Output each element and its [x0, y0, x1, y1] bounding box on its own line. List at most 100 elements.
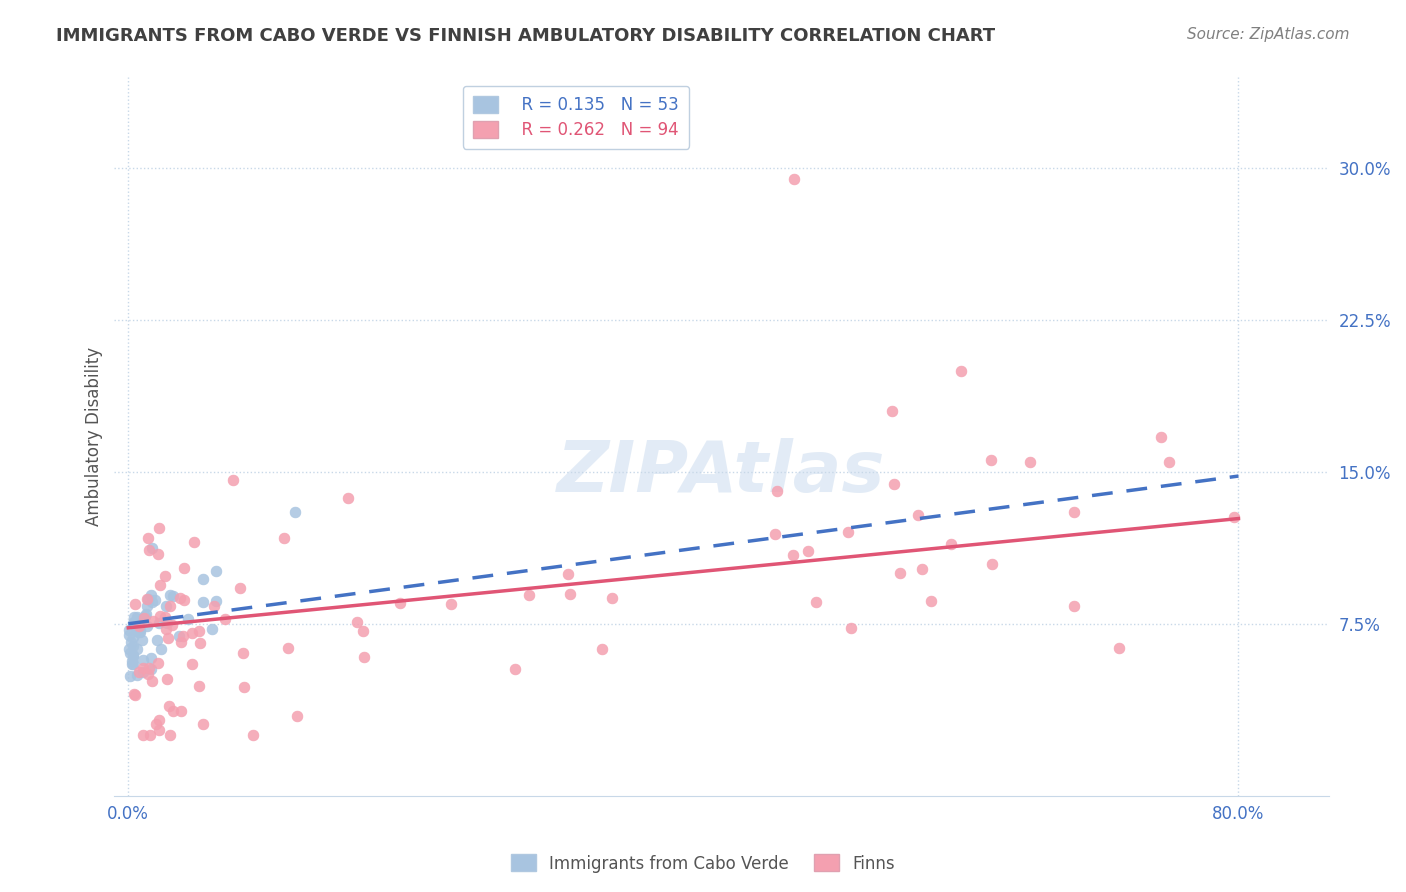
Point	[352, 624, 374, 639]
Point	[120, 635, 142, 649]
Text: IMMIGRANTS FROM CABO VERDE VS FINNISH AMBULATORY DISABILITY CORRELATION CHART: IMMIGRANTS FROM CABO VERDE VS FINNISH AM…	[56, 27, 995, 45]
Point	[124, 597, 146, 611]
Point	[118, 623, 141, 637]
Point	[136, 666, 159, 681]
Point	[122, 610, 145, 624]
Point	[121, 648, 143, 662]
Point	[277, 641, 299, 656]
Text: Source: ZipAtlas.com: Source: ZipAtlas.com	[1187, 27, 1350, 42]
Point	[156, 672, 179, 686]
Point	[183, 534, 205, 549]
Point	[141, 651, 163, 665]
Point	[592, 642, 614, 657]
Point	[122, 639, 145, 653]
Point	[118, 669, 141, 683]
Point	[122, 649, 145, 664]
Point	[118, 646, 141, 660]
Point	[910, 562, 932, 576]
Point	[141, 541, 163, 556]
Point	[141, 673, 163, 688]
Point	[1063, 505, 1085, 519]
Point	[131, 660, 153, 674]
Point	[139, 588, 162, 602]
Point	[127, 609, 149, 624]
Point	[214, 612, 236, 626]
Legend: Immigrants from Cabo Verde, Finns: Immigrants from Cabo Verde, Finns	[505, 847, 901, 880]
Point	[131, 633, 153, 648]
Point	[889, 566, 911, 580]
Point	[159, 599, 181, 614]
Point	[138, 531, 160, 545]
Point	[440, 597, 463, 611]
Point	[122, 657, 145, 671]
Point	[125, 642, 148, 657]
Point	[148, 547, 170, 561]
Point	[159, 588, 181, 602]
Point	[153, 610, 176, 624]
Point	[193, 572, 215, 586]
Point	[134, 609, 156, 624]
Point	[149, 609, 172, 624]
Point	[118, 641, 141, 656]
Point	[177, 612, 200, 626]
Point	[191, 717, 214, 731]
Point	[148, 578, 170, 592]
Point	[146, 656, 169, 670]
Point	[558, 587, 581, 601]
Point	[222, 473, 245, 487]
Point	[1019, 455, 1042, 469]
Point	[145, 716, 167, 731]
Point	[156, 616, 179, 631]
Point	[121, 657, 143, 671]
Point	[135, 618, 157, 632]
Point	[1149, 430, 1171, 444]
Point	[148, 520, 170, 534]
Point	[204, 565, 226, 579]
Point	[229, 581, 252, 595]
Point	[336, 491, 359, 505]
Point	[763, 527, 786, 541]
Point	[172, 629, 194, 643]
Point	[980, 453, 1002, 467]
Point	[132, 653, 155, 667]
Point	[519, 588, 541, 602]
Point	[782, 548, 804, 562]
Point	[155, 599, 177, 613]
Point	[949, 364, 972, 378]
Point	[128, 665, 150, 679]
Point	[187, 679, 209, 693]
Point	[939, 537, 962, 551]
Point	[129, 624, 152, 639]
Point	[188, 636, 211, 650]
Point	[191, 595, 214, 609]
Point	[173, 561, 195, 575]
Point	[880, 404, 903, 418]
Point	[128, 623, 150, 637]
Point	[232, 646, 254, 660]
Point	[145, 593, 167, 607]
Point	[1063, 599, 1085, 614]
Point	[122, 687, 145, 701]
Point	[136, 592, 159, 607]
Point	[181, 625, 204, 640]
Point	[557, 567, 579, 582]
Point	[138, 661, 160, 675]
Point	[1157, 455, 1180, 469]
Point	[201, 623, 224, 637]
Point	[142, 615, 165, 629]
Point	[232, 680, 254, 694]
Point	[1222, 509, 1244, 524]
Point	[388, 596, 411, 610]
Point	[169, 591, 191, 605]
Point	[125, 612, 148, 626]
Point	[157, 698, 180, 713]
Point	[353, 649, 375, 664]
Point	[146, 633, 169, 648]
Point	[139, 662, 162, 676]
Point	[170, 704, 193, 718]
Point	[148, 713, 170, 727]
Point	[160, 618, 183, 632]
Point	[135, 607, 157, 622]
Point	[122, 630, 145, 644]
Point	[600, 591, 623, 606]
